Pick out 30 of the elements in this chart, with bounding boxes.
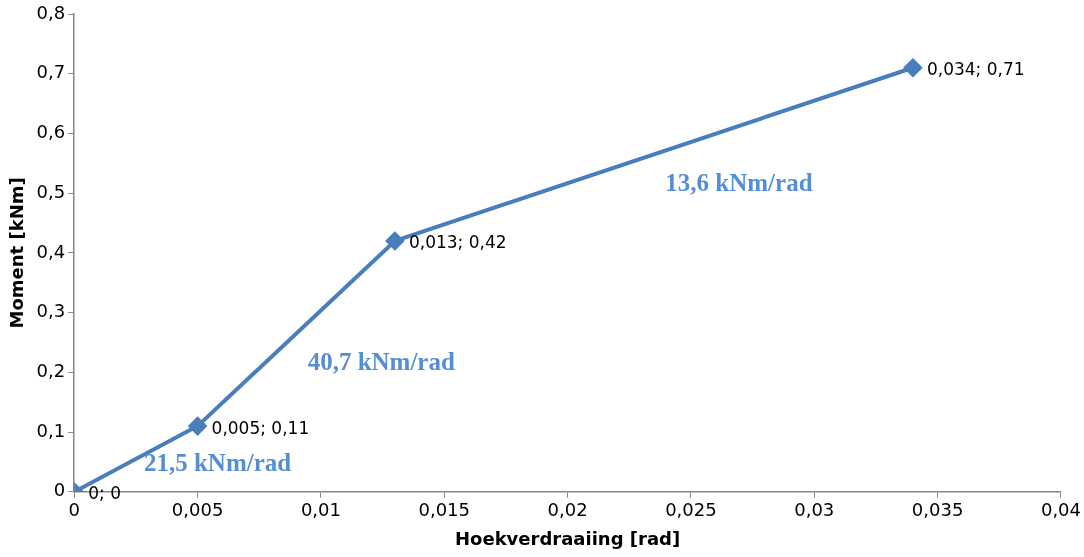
x-axis-title: Hoekverdraaiing [rad] [455, 527, 681, 549]
y-tick-label: 0,8 [36, 1, 66, 23]
point [188, 417, 207, 436]
data-label: 0,005; 0,11 [211, 417, 310, 438]
point [903, 58, 922, 77]
y-tick-label: 0,1 [36, 419, 66, 441]
y-tick-label: 0,2 [36, 360, 66, 382]
data-label: 0; 0 [88, 483, 121, 504]
y-tick-label: 0,7 [36, 61, 66, 83]
annotation: 40,7 kNm/rad [307, 347, 455, 375]
x-tick-label: 0 [68, 499, 80, 521]
data-label: 0,034; 0,71 [926, 59, 1025, 80]
x-tick-label: 0,03 [794, 499, 835, 521]
data-label: 0,013; 0,42 [408, 232, 507, 253]
x-tick-label: 0,025 [665, 499, 717, 521]
point [385, 231, 404, 250]
y-tick-label: 0,6 [36, 121, 66, 143]
x-tick-label: 0,035 [911, 499, 964, 521]
x-tick-label: 0,01 [300, 499, 341, 521]
x-tick-label: 0,04 [1040, 499, 1081, 521]
y-tick-label: 0,5 [36, 180, 66, 202]
y-axis-title: Moment [kNm] [6, 177, 28, 329]
x-tick-label: 0,015 [418, 499, 471, 521]
annotation: 21,5 kNm/rad [143, 448, 292, 476]
y-tick-label: 0,3 [36, 300, 66, 322]
annotation: 13,6 kNm/rad [665, 168, 813, 196]
y-tick-label: 0,4 [36, 240, 66, 262]
y-tick-label: 0 [53, 479, 66, 501]
x-tick-label: 0,005 [171, 499, 224, 521]
x-tick-label: 0,02 [547, 499, 588, 521]
